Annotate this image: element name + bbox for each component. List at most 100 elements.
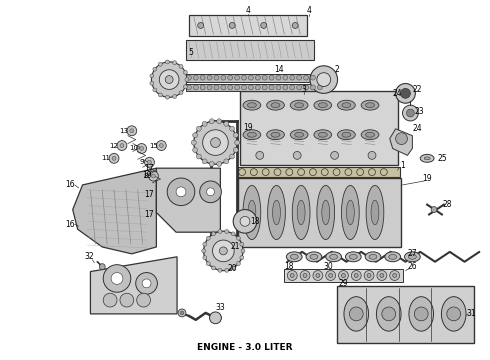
Circle shape: [221, 75, 226, 80]
Circle shape: [203, 130, 228, 156]
Circle shape: [240, 216, 250, 226]
Bar: [337, 286, 474, 343]
Circle shape: [225, 268, 229, 272]
Text: 12: 12: [110, 143, 119, 149]
Circle shape: [339, 271, 348, 280]
Circle shape: [218, 268, 222, 272]
Text: 15: 15: [149, 143, 158, 149]
Circle shape: [217, 161, 221, 166]
Circle shape: [233, 133, 238, 138]
Circle shape: [287, 271, 297, 280]
Circle shape: [209, 161, 214, 166]
Text: 2: 2: [334, 65, 339, 74]
Circle shape: [304, 85, 309, 90]
Circle shape: [415, 307, 428, 321]
Circle shape: [206, 236, 210, 240]
Circle shape: [109, 153, 119, 163]
Circle shape: [380, 274, 384, 278]
Circle shape: [303, 274, 307, 278]
Circle shape: [220, 247, 227, 255]
Circle shape: [228, 85, 233, 90]
Ellipse shape: [385, 252, 400, 262]
Text: 17: 17: [145, 190, 154, 199]
Ellipse shape: [247, 132, 256, 137]
Circle shape: [153, 67, 157, 71]
Circle shape: [395, 133, 408, 145]
Ellipse shape: [306, 252, 322, 262]
Circle shape: [230, 154, 235, 159]
Circle shape: [283, 75, 288, 80]
Circle shape: [364, 271, 374, 280]
Circle shape: [186, 75, 191, 80]
Circle shape: [165, 60, 170, 64]
Ellipse shape: [317, 185, 335, 239]
Text: 13: 13: [120, 128, 128, 134]
Circle shape: [342, 274, 345, 278]
Circle shape: [269, 75, 274, 80]
Circle shape: [235, 75, 240, 80]
Ellipse shape: [247, 103, 256, 108]
Text: 16: 16: [65, 220, 74, 229]
Ellipse shape: [330, 254, 338, 259]
Ellipse shape: [365, 252, 381, 262]
Circle shape: [200, 85, 205, 90]
Circle shape: [99, 264, 105, 270]
Circle shape: [183, 71, 187, 74]
Circle shape: [237, 262, 241, 266]
Circle shape: [262, 85, 267, 90]
Text: 8: 8: [143, 173, 148, 179]
Circle shape: [317, 73, 331, 86]
Circle shape: [290, 85, 294, 90]
Ellipse shape: [318, 132, 327, 137]
Circle shape: [313, 271, 323, 280]
Circle shape: [402, 105, 418, 121]
Ellipse shape: [272, 200, 280, 225]
Ellipse shape: [420, 154, 434, 162]
Circle shape: [311, 85, 316, 90]
Polygon shape: [73, 168, 156, 254]
Circle shape: [150, 81, 154, 85]
Circle shape: [241, 249, 245, 253]
Circle shape: [326, 271, 336, 280]
Circle shape: [207, 75, 212, 80]
Bar: [189, 15, 307, 36]
Ellipse shape: [349, 254, 357, 259]
Text: 32: 32: [85, 252, 94, 261]
Ellipse shape: [210, 314, 221, 321]
Circle shape: [193, 148, 197, 152]
Ellipse shape: [409, 297, 434, 331]
Ellipse shape: [361, 130, 379, 140]
Ellipse shape: [271, 103, 280, 108]
Bar: [240, 91, 397, 165]
Ellipse shape: [243, 130, 261, 140]
Ellipse shape: [322, 200, 330, 225]
Circle shape: [180, 311, 184, 315]
Ellipse shape: [342, 132, 351, 137]
Ellipse shape: [290, 254, 298, 259]
Circle shape: [194, 85, 198, 90]
Ellipse shape: [271, 132, 280, 137]
Ellipse shape: [441, 297, 466, 331]
Ellipse shape: [389, 254, 396, 259]
Ellipse shape: [405, 252, 420, 262]
Circle shape: [200, 181, 221, 203]
Circle shape: [368, 152, 376, 159]
Ellipse shape: [326, 252, 342, 262]
Text: 30: 30: [324, 262, 334, 271]
Text: 19: 19: [422, 174, 432, 183]
Circle shape: [212, 232, 216, 236]
Ellipse shape: [268, 185, 285, 239]
Ellipse shape: [292, 185, 310, 239]
Text: 26: 26: [408, 262, 417, 271]
Circle shape: [142, 279, 151, 288]
Circle shape: [296, 75, 302, 80]
Circle shape: [276, 85, 281, 90]
Circle shape: [367, 274, 371, 278]
Circle shape: [103, 293, 117, 307]
Circle shape: [165, 95, 170, 99]
Circle shape: [179, 91, 183, 95]
Ellipse shape: [310, 254, 318, 259]
Circle shape: [176, 187, 186, 197]
Polygon shape: [390, 129, 413, 156]
Ellipse shape: [297, 200, 305, 225]
